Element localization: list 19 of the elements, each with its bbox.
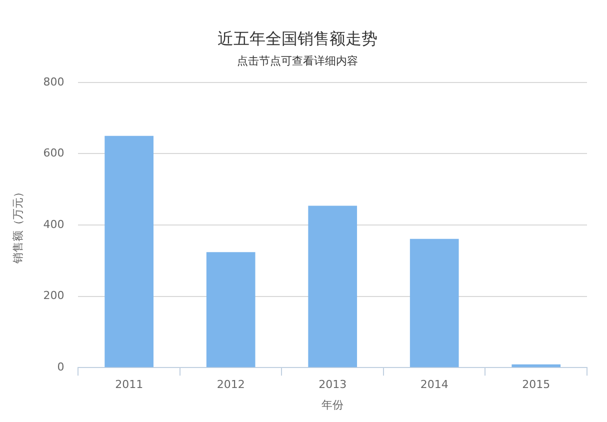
bar bbox=[410, 238, 459, 368]
bar bbox=[308, 206, 358, 368]
y-tick-label: 800 bbox=[43, 75, 64, 88]
y-tick-label: 200 bbox=[43, 289, 64, 302]
bar bbox=[206, 252, 256, 368]
x-tick-label: 2015 bbox=[522, 378, 550, 392]
y-tick-label: 0 bbox=[57, 360, 64, 374]
x-tick-label: 2014 bbox=[420, 378, 448, 392]
y-tick-label: 600 bbox=[43, 146, 64, 160]
chart-title: 近五年全国销售额走势 bbox=[218, 28, 378, 48]
x-axis-title: 年份 bbox=[322, 398, 344, 412]
y-tick-label: 400 bbox=[43, 218, 64, 231]
x-tick-label: 2011 bbox=[115, 378, 144, 392]
y-axis-title: 销售额（万元） bbox=[11, 186, 24, 264]
bar bbox=[512, 364, 561, 368]
x-tick-label: 2012 bbox=[216, 378, 245, 392]
bar bbox=[104, 136, 154, 368]
chart-subtitle: 点击节点可查看详细内容 bbox=[237, 54, 358, 68]
x-tick-label: 2013 bbox=[318, 378, 347, 392]
